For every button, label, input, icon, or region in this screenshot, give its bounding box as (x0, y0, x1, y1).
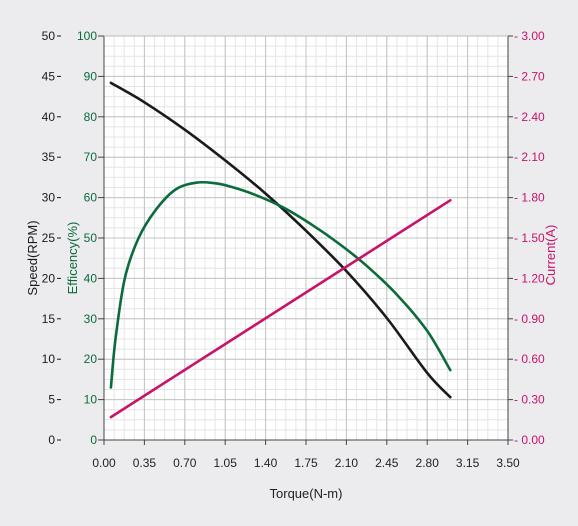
current-tick-label: - 3.00 (514, 29, 545, 43)
x-tick-label: 0.35 (133, 456, 157, 470)
speed-tick-label: 45 (42, 69, 56, 83)
efficiency-tick-label: 20 (84, 352, 98, 366)
tick-labels: 0.00 0.35 0.70 1.05 1.40 1.75 2.10 2.45 2.80 3.15… (42, 29, 545, 470)
efficiency-series-line (109, 180, 452, 389)
speed-tick-label: 0 (48, 433, 55, 447)
efficiency-axis-label: Efficency(%) (65, 222, 80, 295)
efficiency-tick-label: 80 (84, 110, 98, 124)
efficiency-tick-label: 30 (84, 312, 98, 326)
x-tick-label: 3.50 (496, 456, 520, 470)
x-tick-label: 3.15 (456, 456, 480, 470)
x-tick-label: 0.70 (173, 456, 197, 470)
speed-tick-label: 25 (42, 231, 56, 245)
current-tick-label: - 1.80 (514, 191, 545, 205)
series-lines (109, 81, 452, 419)
current-tick-label: - 2.10 (514, 150, 545, 164)
speed-tick-label: 50 (42, 29, 56, 43)
efficiency-tick-label: 60 (84, 191, 98, 205)
efficiency-tick-label: 100 (77, 29, 97, 43)
speed-tick-label: 10 (42, 352, 56, 366)
current-tick-label: - 0.60 (514, 352, 545, 366)
current-tick-label: - 0.00 (514, 433, 545, 447)
efficiency-tick-label: 0 (90, 433, 97, 447)
current-tick-label: - 2.40 (514, 110, 545, 124)
efficiency-tick-label: 50 (84, 231, 98, 245)
efficiency-tick-label: 70 (84, 150, 98, 164)
efficiency-tick-label: 10 (84, 393, 98, 407)
speed-axis-label: Speed(RPM) (25, 220, 40, 295)
current-axis-label: Current(A) (543, 225, 558, 286)
current-tick-label: - 1.20 (514, 271, 545, 285)
speed-tick-label: 30 (42, 191, 56, 205)
speed-tick-label: 15 (42, 312, 56, 326)
x-tick-label: 2.10 (335, 456, 359, 470)
current-tick-label: - 1.50 (514, 231, 545, 245)
speed-tick-label: 40 (42, 110, 56, 124)
x-tick-label: 2.45 (375, 456, 399, 470)
x-tick-label: 0.00 (92, 456, 116, 470)
efficiency-tick-label: 40 (84, 271, 98, 285)
speed-tick-label: 20 (42, 271, 56, 285)
x-tick-label: 2.80 (416, 456, 440, 470)
efficiency-tick-label: 90 (84, 69, 98, 83)
axes (57, 35, 513, 445)
x-tick-label: 1.40 (254, 456, 278, 470)
current-series-line (109, 199, 452, 419)
current-tick-label: - 2.70 (514, 69, 545, 83)
speed-tick-label: 35 (42, 150, 56, 164)
x-axis-label: Torque(N-m) (270, 486, 343, 501)
current-tick-label: - 0.30 (514, 393, 545, 407)
x-tick-label: 1.75 (294, 456, 318, 470)
speed-tick-label: 5 (48, 393, 55, 407)
speed-series-line (109, 81, 452, 399)
x-tick-label: 1.05 (214, 456, 238, 470)
current-tick-label: - 0.90 (514, 312, 545, 326)
